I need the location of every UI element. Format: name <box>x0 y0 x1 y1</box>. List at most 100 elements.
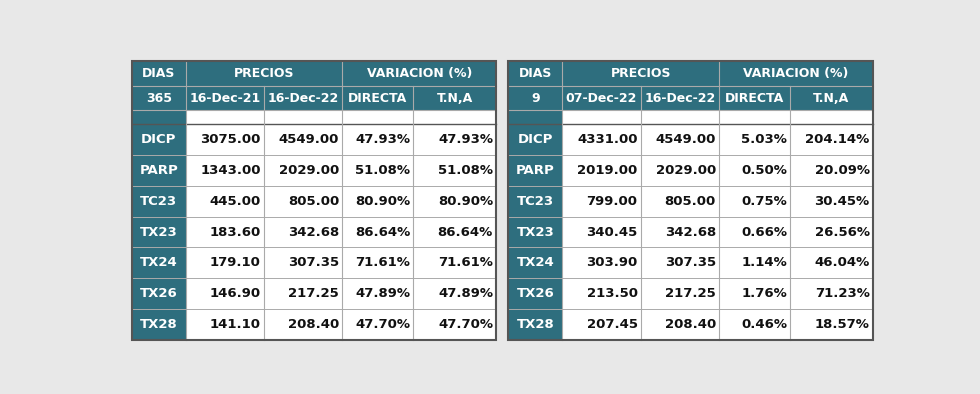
Bar <box>509 217 563 247</box>
Bar <box>185 217 264 247</box>
Bar <box>719 61 873 86</box>
Bar <box>342 86 414 110</box>
Bar <box>790 278 873 309</box>
Bar <box>509 186 563 217</box>
Bar <box>719 217 790 247</box>
Text: 342.68: 342.68 <box>288 226 339 239</box>
Text: DICP: DICP <box>141 133 176 146</box>
Bar <box>509 278 563 309</box>
Bar <box>509 124 563 155</box>
Bar <box>342 309 414 340</box>
Text: 179.10: 179.10 <box>210 256 261 269</box>
Text: 47.93%: 47.93% <box>356 133 411 146</box>
Text: 51.08%: 51.08% <box>438 164 493 177</box>
Bar <box>641 86 719 110</box>
Bar <box>641 155 719 186</box>
Bar <box>131 186 185 217</box>
Text: 46.04%: 46.04% <box>814 256 869 269</box>
Bar <box>342 124 414 155</box>
Text: 207.45: 207.45 <box>587 318 638 331</box>
Text: 204.14%: 204.14% <box>806 133 869 146</box>
Text: 71.61%: 71.61% <box>438 256 493 269</box>
Bar <box>719 155 790 186</box>
Text: TX28: TX28 <box>140 318 177 331</box>
Text: 80.90%: 80.90% <box>355 195 411 208</box>
Bar <box>563 61 719 86</box>
Bar <box>264 186 342 217</box>
Text: 342.68: 342.68 <box>664 226 715 239</box>
Bar <box>563 155 641 186</box>
Text: 217.25: 217.25 <box>665 287 715 300</box>
Text: 9: 9 <box>531 91 540 104</box>
Bar <box>414 278 496 309</box>
Text: PRECIOS: PRECIOS <box>234 67 294 80</box>
Bar <box>264 155 342 186</box>
Text: PRECIOS: PRECIOS <box>611 67 671 80</box>
Text: 4549.00: 4549.00 <box>656 133 715 146</box>
Bar <box>509 86 563 110</box>
Bar <box>131 124 185 155</box>
Bar <box>719 110 790 124</box>
Text: 47.89%: 47.89% <box>438 287 493 300</box>
Bar <box>131 309 185 340</box>
Bar <box>641 309 719 340</box>
Bar <box>641 217 719 247</box>
Text: 71.61%: 71.61% <box>356 256 411 269</box>
Text: PARP: PARP <box>139 164 178 177</box>
Bar <box>131 86 185 110</box>
Text: 213.50: 213.50 <box>587 287 638 300</box>
Bar <box>185 124 264 155</box>
Bar <box>342 110 414 124</box>
Text: 86.64%: 86.64% <box>438 226 493 239</box>
Text: 217.25: 217.25 <box>288 287 339 300</box>
Text: 86.64%: 86.64% <box>355 226 411 239</box>
Bar <box>342 155 414 186</box>
Text: 20.09%: 20.09% <box>814 164 869 177</box>
Bar <box>509 155 563 186</box>
Text: VARIACION (%): VARIACION (%) <box>367 67 472 80</box>
Text: 307.35: 307.35 <box>288 256 339 269</box>
Bar <box>719 309 790 340</box>
Text: 71.23%: 71.23% <box>814 287 869 300</box>
Bar <box>414 186 496 217</box>
Text: TX23: TX23 <box>516 226 555 239</box>
Text: 4331.00: 4331.00 <box>577 133 638 146</box>
Text: 18.57%: 18.57% <box>814 318 869 331</box>
Text: DICP: DICP <box>517 133 553 146</box>
Bar <box>719 247 790 278</box>
Text: 208.40: 208.40 <box>288 318 339 331</box>
Bar <box>185 278 264 309</box>
Text: 303.90: 303.90 <box>586 256 638 269</box>
Bar <box>131 278 185 309</box>
Text: 799.00: 799.00 <box>587 195 638 208</box>
Text: 16-Dec-22: 16-Dec-22 <box>644 91 715 104</box>
Bar <box>719 186 790 217</box>
Text: 307.35: 307.35 <box>664 256 715 269</box>
Text: 30.45%: 30.45% <box>814 195 869 208</box>
Text: 340.45: 340.45 <box>586 226 638 239</box>
Text: PARP: PARP <box>516 164 555 177</box>
Text: 51.08%: 51.08% <box>356 164 411 177</box>
Bar <box>414 155 496 186</box>
Bar <box>790 247 873 278</box>
Text: 1.14%: 1.14% <box>741 256 787 269</box>
Text: 141.10: 141.10 <box>210 318 261 331</box>
Text: 1343.00: 1343.00 <box>201 164 261 177</box>
Bar <box>790 309 873 340</box>
Text: 2029.00: 2029.00 <box>279 164 339 177</box>
Bar <box>563 309 641 340</box>
Text: TX24: TX24 <box>140 256 177 269</box>
Bar <box>342 217 414 247</box>
Text: 365: 365 <box>146 91 171 104</box>
Text: TX26: TX26 <box>140 287 177 300</box>
Bar <box>342 278 414 309</box>
Bar <box>342 186 414 217</box>
Text: DIAS: DIAS <box>142 67 175 80</box>
Text: VARIACION (%): VARIACION (%) <box>743 67 849 80</box>
Bar <box>641 247 719 278</box>
Bar <box>414 217 496 247</box>
Bar <box>185 61 342 86</box>
Bar <box>264 110 342 124</box>
Bar <box>131 247 185 278</box>
Text: 47.70%: 47.70% <box>356 318 411 331</box>
